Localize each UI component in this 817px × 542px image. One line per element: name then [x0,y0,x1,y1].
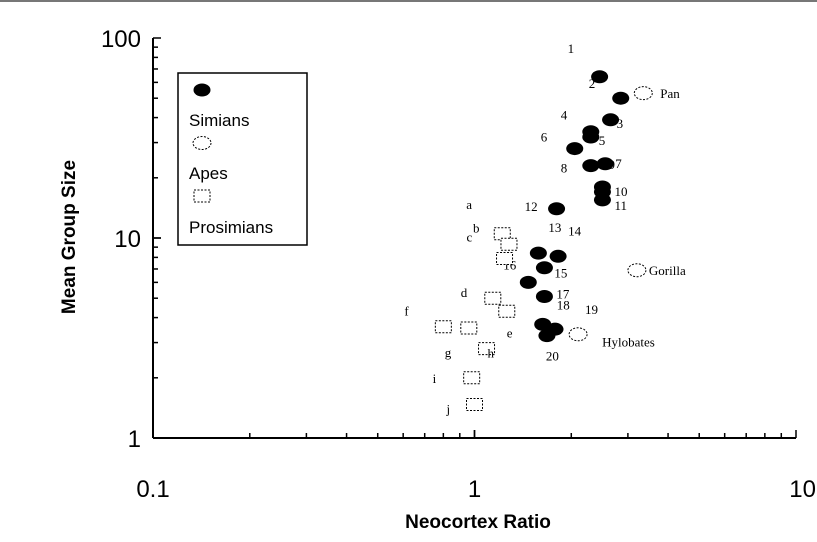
simian-point-15 [535,261,553,275]
ape-point-hylobates [568,327,588,342]
point-label-d: d [461,285,468,300]
point-label-13: 13 [548,220,561,235]
legend: Simians Apes Prosimians [177,72,308,246]
point-label-17: 17 [556,286,570,301]
point-label-15: 15 [554,266,567,281]
point-label-hylobates: Hylobates [602,334,655,349]
legend-box [177,72,308,246]
simian-point-17 [535,289,553,303]
y-tick-label: 100 [101,26,141,53]
y-tick-label: 1 [128,426,141,453]
point-label-4: 4 [561,108,568,123]
simian-point-3 [602,113,620,127]
prosimian-point-g [460,321,478,335]
x-tick-label: 10 [789,476,816,503]
point-label-h: h [488,346,495,361]
point-label-i: i [433,371,437,386]
point-label-a: a [466,197,472,212]
prosimian-point-e [498,304,516,318]
point-label-6: 6 [541,130,548,145]
simian-point-16 [519,275,537,289]
point-label-5: 5 [599,133,606,148]
point-label-19: 19 [585,302,598,317]
point-label-12: 12 [525,199,538,214]
simian-point-6 [566,142,584,156]
y-axis-title: Mean Group Size [59,160,80,314]
point-label-f: f [404,304,409,319]
point-label-1: 1 [568,41,575,56]
point-label-b: b [473,220,480,235]
x-axis-title: Neocortex Ratio [405,512,551,533]
point-label-g: g [445,345,452,360]
point-label-3: 3 [617,116,624,131]
legend-simians-icon [193,83,211,97]
point-label-7: 7 [615,156,622,171]
axes [0,0,817,439]
point-label-e: e [507,325,513,340]
prosimian-point-c [496,251,514,265]
x-tick-label: 1 [468,476,481,503]
prosimian-point-f [434,320,452,334]
point-label-pan: Pan [660,86,680,101]
point-label-c: c [467,229,473,244]
simian-point-7 [596,157,614,171]
legend-label-prosimians: Prosimians [189,218,273,237]
point-label-8: 8 [561,161,568,176]
prosimian-point-h [478,342,496,356]
prosimian-point-i [463,371,481,385]
point-label-j: j [446,402,451,417]
point-label-11: 11 [614,198,627,213]
point-label-18: 18 [557,297,570,312]
point-label-9: 9 [608,157,615,172]
legend-apes-icon [192,136,212,150]
y-tick-label: 10 [114,226,141,253]
legend-prosimians-icon [193,189,211,203]
tick-labels: 100 10 1 0.1 1 10 [101,26,816,503]
ape-point-pan [633,86,653,101]
prosimian-point-b [500,237,518,251]
legend-label-simians: Simians [189,111,249,130]
simian-point-1 [591,70,609,84]
point-label-14: 14 [568,223,582,238]
simian-point-11 [593,193,611,207]
simian-point-2 [612,91,630,105]
legend-label-apes: Apes [189,164,228,183]
simian-point-20 [538,329,556,343]
simian-point-8 [582,159,600,173]
prosimian-point-d [484,291,502,305]
prosimian-point-j [466,398,483,412]
simian-point-12 [548,202,566,216]
x-tick-label: 0.1 [136,476,169,503]
ape-point-gorilla [627,263,647,278]
simian-point-14 [549,249,567,263]
point-label-2: 2 [589,76,596,91]
point-label-20: 20 [546,349,559,364]
simian-point-13 [529,246,547,260]
point-label-10: 10 [614,184,627,199]
simian-point-5 [582,130,600,144]
point-label-gorilla: Gorilla [649,263,686,278]
